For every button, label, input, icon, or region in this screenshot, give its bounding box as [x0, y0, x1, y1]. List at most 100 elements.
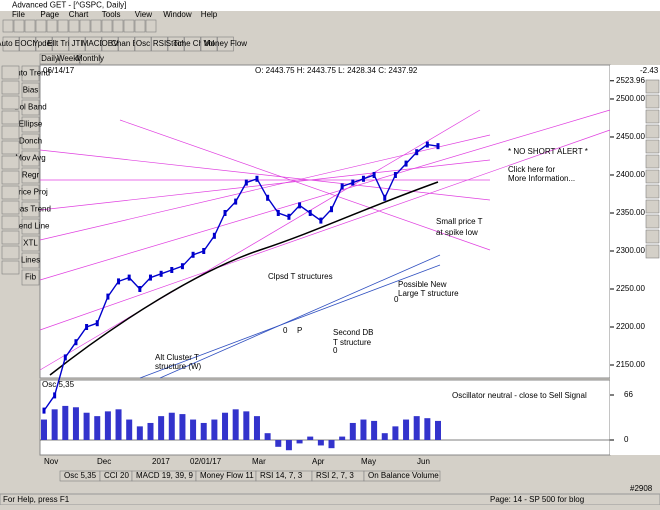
tool-icon[interactable] [2, 19, 14, 33]
side-icon[interactable] [1, 200, 20, 215]
side-button[interactable] [21, 167, 40, 184]
toolbar-button[interactable] [217, 36, 234, 52]
tool-icon[interactable] [145, 19, 157, 33]
side-button[interactable] [21, 150, 40, 167]
side-icon[interactable] [1, 125, 20, 140]
side-button[interactable] [21, 133, 40, 150]
price-bar [212, 232, 216, 239]
right-icon[interactable] [645, 229, 660, 244]
tool-icon[interactable] [112, 19, 124, 33]
price-line [43, 143, 439, 412]
right-icon[interactable] [645, 199, 660, 214]
toolbar-button[interactable] [167, 36, 185, 52]
y-tick-label: 2450.00 [616, 132, 645, 141]
tool-icon[interactable] [79, 19, 91, 33]
side-button[interactable] [21, 218, 40, 235]
tool-icon[interactable] [68, 19, 80, 33]
menu-item[interactable]: Tools [102, 10, 121, 19]
channel-lines [139, 254, 441, 379]
side-icon[interactable] [1, 155, 20, 170]
toolbar-label: MACD [82, 39, 106, 48]
side-icon[interactable] [1, 215, 20, 230]
osc-bar [307, 436, 314, 440]
toolbar-button[interactable] [101, 36, 119, 52]
side-icon[interactable] [1, 80, 20, 95]
title-bar [0, 0, 660, 11]
osc-bar [126, 419, 133, 440]
side-button[interactable] [21, 82, 40, 99]
toolbar-button[interactable] [151, 36, 168, 52]
side-button[interactable] [21, 252, 40, 269]
fan-lines [39, 109, 611, 371]
side-button[interactable] [21, 65, 40, 82]
status-bar-count: #2908 [630, 484, 653, 493]
indicator-tab-label: Money Flow 11 [200, 471, 254, 480]
right-icon[interactable] [645, 79, 660, 94]
menu-item[interactable]: Page [40, 10, 59, 19]
osc-bar [435, 420, 441, 440]
price-bar [223, 209, 227, 216]
osc-bar [158, 416, 165, 440]
side-button[interactable] [21, 201, 40, 218]
menu-item[interactable]: Chart [69, 10, 89, 19]
menu-item[interactable]: File [12, 10, 25, 19]
toolbar-button[interactable] [19, 36, 36, 52]
toolbar-button[interactable] [85, 36, 102, 52]
osc-bar [253, 416, 260, 440]
side-label: Auto Trend [11, 69, 50, 78]
menu-item[interactable]: View [135, 10, 152, 19]
side-icon[interactable] [1, 140, 20, 155]
toolbar-button[interactable] [184, 36, 201, 52]
side-button[interactable] [21, 269, 40, 286]
right-icon[interactable] [645, 154, 660, 169]
side-button[interactable] [21, 116, 40, 133]
y-tick-label: 2300.00 [616, 246, 645, 255]
side-icon[interactable] [1, 170, 20, 185]
menu-item[interactable]: Help [201, 10, 218, 19]
annotation[interactable]: Click here for [508, 165, 555, 174]
price-bar [266, 194, 270, 201]
tool-icon[interactable] [90, 19, 102, 33]
side-icon[interactable] [1, 245, 20, 260]
right-icon[interactable] [645, 244, 660, 259]
tool-icon[interactable] [134, 19, 146, 33]
tool-icon[interactable] [13, 19, 25, 33]
annotation[interactable]: More Information... [508, 174, 575, 183]
toolbar-button[interactable] [2, 36, 20, 52]
toolbar-button[interactable] [52, 36, 69, 52]
indicator-tab[interactable] [363, 470, 441, 482]
side-icon[interactable] [1, 260, 20, 275]
right-icon[interactable] [645, 214, 660, 229]
osc-bar [72, 407, 79, 440]
right-icon[interactable] [645, 184, 660, 199]
tool-icon[interactable] [24, 19, 36, 33]
right-icon[interactable] [645, 94, 660, 109]
right-icon[interactable] [645, 139, 660, 154]
side-icon[interactable] [1, 95, 20, 110]
side-button[interactable] [21, 184, 40, 201]
side-button[interactable] [21, 99, 40, 116]
toolbar-button[interactable] [118, 36, 135, 52]
tool-icon[interactable] [123, 19, 135, 33]
right-icon[interactable] [645, 169, 660, 184]
tool-icon[interactable] [46, 19, 58, 33]
tool-icon[interactable] [101, 19, 113, 33]
toolbar-button[interactable] [68, 36, 86, 52]
toolbar-button[interactable] [200, 36, 218, 52]
side-icon[interactable] [1, 110, 20, 125]
annotation[interactable]: * NO SHORT ALERT * [508, 147, 588, 156]
toolbar-button[interactable] [35, 36, 53, 52]
side-button[interactable] [21, 235, 40, 252]
right-icon[interactable] [645, 124, 660, 139]
side-icon[interactable] [1, 65, 20, 80]
toolbar-button[interactable] [134, 36, 152, 52]
right-icon[interactable] [645, 109, 660, 124]
tool-icon[interactable] [35, 19, 47, 33]
tool-icon[interactable] [57, 19, 69, 33]
side-icon[interactable] [1, 230, 20, 245]
menu-item[interactable]: Window [163, 10, 192, 19]
osc-bar [424, 418, 431, 440]
side-icon[interactable] [1, 185, 20, 200]
annotation: T structure [333, 338, 372, 347]
period-tab[interactable] [79, 53, 101, 65]
